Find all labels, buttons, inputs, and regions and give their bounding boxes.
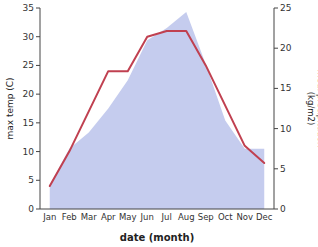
- temp-line: [50, 31, 265, 186]
- x-tick-label: Dec: [256, 212, 273, 222]
- chart-container: 051015202530350510152025JanFebMarAprMayJ…: [0, 0, 318, 247]
- x-tick-label: Jul: [161, 212, 172, 222]
- precip-area: [50, 12, 265, 209]
- x-tick-label: May: [119, 212, 137, 222]
- y-tick: [36, 94, 40, 95]
- y-tick-label: 25: [23, 60, 34, 70]
- y-tick: [36, 65, 40, 66]
- y2-tick-label: 20: [280, 43, 292, 53]
- x-tick-label: Jan: [42, 212, 56, 222]
- y-tick-label: 20: [23, 89, 35, 99]
- y2-tick: [274, 168, 278, 169]
- y2-axis-title: med. precipitation(kg/m2): [306, 70, 318, 148]
- marks: [50, 12, 265, 209]
- x-tick-label: Mar: [81, 212, 98, 222]
- y2-tick: [274, 88, 278, 89]
- x-axis-title: date (month): [120, 232, 194, 243]
- y2-tick-label: 15: [280, 83, 291, 93]
- y2-tick: [274, 209, 278, 210]
- y2-axis-title-line: (kg/m2): [306, 92, 316, 126]
- chart-svg: 051015202530350510152025JanFebMarAprMayJ…: [0, 0, 318, 247]
- x-axis-line: [40, 209, 274, 210]
- x-tick-label: Aug: [178, 212, 195, 222]
- y2-tick-label: 10: [280, 124, 292, 134]
- y2-tick-label: 25: [280, 3, 291, 13]
- y-tick: [36, 180, 40, 181]
- y-tick-label: 35: [23, 3, 34, 13]
- y-tick: [36, 8, 40, 9]
- x-tick-label: Feb: [62, 212, 77, 222]
- y-tick: [36, 36, 40, 37]
- y-tick: [36, 209, 40, 210]
- y-axis-line: [40, 8, 41, 209]
- y2-tick-label: 5: [280, 164, 286, 174]
- x-tick-label: Sep: [198, 212, 214, 222]
- y-tick-label: 10: [23, 147, 35, 157]
- y-tick: [36, 151, 40, 152]
- x-tick-label: Oct: [218, 212, 233, 222]
- y2-tick: [274, 48, 278, 49]
- y-axis-title: max temp (C): [5, 77, 15, 139]
- x-tick-label: Nov: [236, 212, 253, 222]
- y-tick: [36, 122, 40, 123]
- y-tick-label: 30: [23, 32, 35, 42]
- y-tick-label: 15: [23, 118, 34, 128]
- y2-axis-line: [274, 8, 275, 209]
- y2-tick: [274, 8, 278, 9]
- y-tick-label: 0: [28, 204, 34, 214]
- y-tick-label: 5: [28, 175, 34, 185]
- x-tick-label: Apr: [101, 212, 116, 222]
- x-tick-label: Jun: [140, 212, 154, 222]
- y2-tick-label: 0: [280, 204, 286, 214]
- y2-tick: [274, 128, 278, 129]
